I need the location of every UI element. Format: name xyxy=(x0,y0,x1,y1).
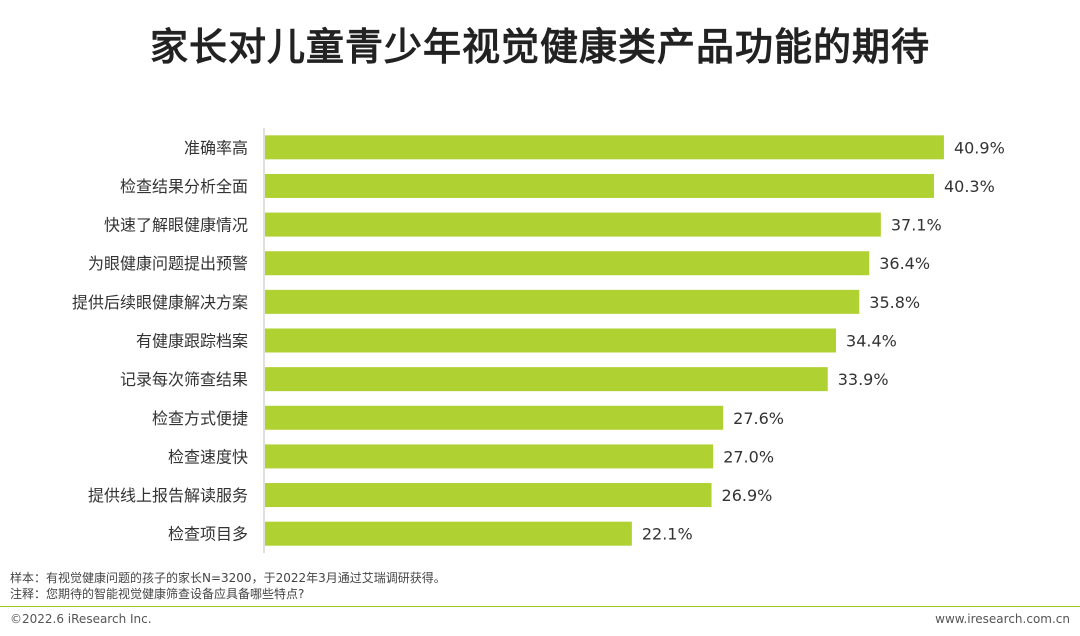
category-label: 检查速度快 xyxy=(168,447,248,466)
category-label: 检查方式便捷 xyxy=(152,409,248,428)
value-label: 40.9% xyxy=(954,138,1005,157)
bar xyxy=(265,405,724,430)
notes: 样本：有视觉健康问题的孩子的家长N=3200，于2022年3月通过艾瑞调研获得。… xyxy=(10,570,446,602)
value-label: 27.0% xyxy=(723,447,774,466)
category-label: 提供线上报告解读服务 xyxy=(88,486,248,505)
annotation-note: 注释：您期待的智能视觉健康筛查设备应具备哪些特点? xyxy=(10,587,305,601)
value-label: 35.8% xyxy=(869,293,920,312)
bar xyxy=(265,173,934,198)
category-label: 记录每次筛查结果 xyxy=(120,370,248,389)
bar xyxy=(265,328,837,353)
category-label: 有健康跟踪档案 xyxy=(136,332,248,351)
category-label: 为眼健康问题提出预警 xyxy=(88,254,248,273)
website-link[interactable]: www.iresearch.com.cn xyxy=(935,612,1070,626)
sample-note: 样本：有视觉健康问题的孩子的家长N=3200，于2022年3月通过艾瑞调研获得。 xyxy=(10,571,446,585)
category-label: 提供后续眼健康解决方案 xyxy=(72,293,248,312)
category-label: 准确率高 xyxy=(184,138,248,157)
value-label: 36.4% xyxy=(879,254,930,273)
value-label: 33.9% xyxy=(838,370,889,389)
bar xyxy=(265,483,712,508)
bar xyxy=(265,212,881,237)
category-label: 检查结果分析全面 xyxy=(120,177,248,196)
bar xyxy=(265,521,632,546)
value-label: 40.3% xyxy=(944,177,995,196)
bar xyxy=(265,251,870,276)
bar xyxy=(265,367,828,392)
value-label: 26.9% xyxy=(722,486,773,505)
value-label: 27.6% xyxy=(733,409,784,428)
category-label: 检查项目多 xyxy=(168,525,248,544)
copyright: ©2022.6 iResearch Inc. xyxy=(10,612,152,626)
bar xyxy=(265,289,860,314)
footer-divider xyxy=(0,606,1080,607)
bar xyxy=(265,135,944,160)
chart-title: 家长对儿童青少年视觉健康类产品功能的期待 xyxy=(149,25,930,69)
value-label: 37.1% xyxy=(891,216,942,235)
value-label: 34.4% xyxy=(846,332,897,351)
bar xyxy=(265,444,714,469)
category-label: 快速了解眼健康情况 xyxy=(104,216,248,235)
value-label: 22.1% xyxy=(642,525,693,544)
